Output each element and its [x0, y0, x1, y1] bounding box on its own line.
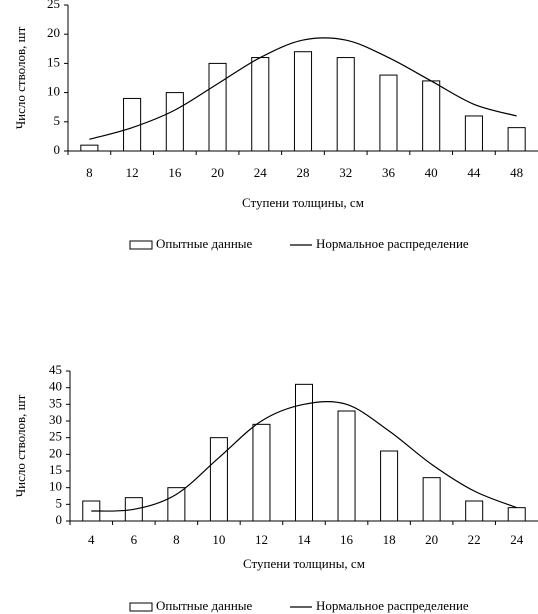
legend-label: Опытные данные	[156, 236, 253, 251]
x-tick-label: 22	[468, 532, 481, 547]
legend-label: Нормальное распределение	[316, 236, 469, 251]
x-tick-label: 8	[173, 532, 180, 547]
bar	[167, 487, 186, 522]
bar	[507, 507, 526, 522]
legend-swatch	[129, 602, 153, 612]
x-tick-label: 24	[510, 532, 524, 547]
x-tick-label: 20	[211, 165, 224, 180]
legend-label: Опытные данные	[156, 598, 253, 613]
x-tick-label: 28	[297, 165, 310, 180]
bar	[336, 57, 355, 152]
y-tick-label: 20	[47, 25, 60, 40]
bar	[252, 423, 271, 522]
x-tick-label: 8	[86, 165, 93, 180]
y-tick-label: 15	[49, 462, 62, 477]
line	[89, 37, 517, 140]
x-tick-label: 44	[467, 165, 481, 180]
y-tick-label: 25	[49, 429, 62, 444]
y-tick-label: 0	[54, 142, 61, 157]
y-tick-label: 25	[47, 0, 60, 11]
y-axis-title: Число стволов, шт	[13, 394, 28, 497]
y-tick-label: 20	[49, 445, 62, 460]
x-tick-label: 4	[88, 532, 95, 547]
x-tick-label: 16	[168, 165, 182, 180]
bar	[209, 437, 228, 522]
y-tick-label: 10	[47, 84, 60, 99]
x-tick-label: 14	[298, 532, 312, 547]
legend-swatch	[129, 240, 153, 250]
bar	[208, 62, 227, 152]
bar	[464, 115, 483, 152]
x-tick-label: 24	[254, 165, 268, 180]
y-tick-label: 40	[49, 379, 62, 394]
bar	[123, 97, 142, 152]
bar	[293, 51, 313, 152]
y-tick-label: 45	[49, 362, 62, 377]
bar	[80, 144, 99, 152]
bar	[337, 410, 356, 522]
x-tick-label: 40	[425, 165, 438, 180]
y-tick-label: 0	[56, 512, 63, 527]
bar	[294, 383, 314, 522]
y-tick-label: 15	[47, 54, 60, 69]
x-axis-title: Ступени толщины, см	[243, 556, 365, 571]
bar	[379, 74, 398, 152]
bar	[422, 477, 441, 522]
bar	[165, 92, 184, 152]
legend-label: Нормальное распределение	[316, 598, 469, 613]
x-tick-label: 20	[425, 532, 438, 547]
bar	[251, 57, 270, 152]
x-tick-label: 18	[383, 532, 396, 547]
y-axis-title: Число стволов, шт	[13, 26, 28, 129]
x-tick-label: 32	[339, 165, 352, 180]
y-tick-label: 5	[56, 495, 63, 510]
x-tick-label: 48	[510, 165, 523, 180]
bar	[380, 450, 399, 522]
bar	[507, 127, 526, 152]
y-tick-label: 5	[54, 113, 61, 128]
y-tick-label: 30	[49, 412, 62, 427]
x-tick-label: 16	[340, 532, 354, 547]
line	[91, 401, 517, 512]
bar	[422, 80, 441, 152]
x-tick-label: 6	[131, 532, 138, 547]
bar	[465, 500, 484, 522]
y-tick-label: 35	[49, 395, 62, 410]
x-tick-label: 36	[382, 165, 396, 180]
x-axis-title: Ступени толщины, см	[242, 195, 364, 210]
x-tick-label: 12	[126, 165, 139, 180]
y-tick-label: 10	[49, 479, 62, 494]
x-tick-label: 10	[212, 532, 225, 547]
x-tick-label: 12	[255, 532, 268, 547]
